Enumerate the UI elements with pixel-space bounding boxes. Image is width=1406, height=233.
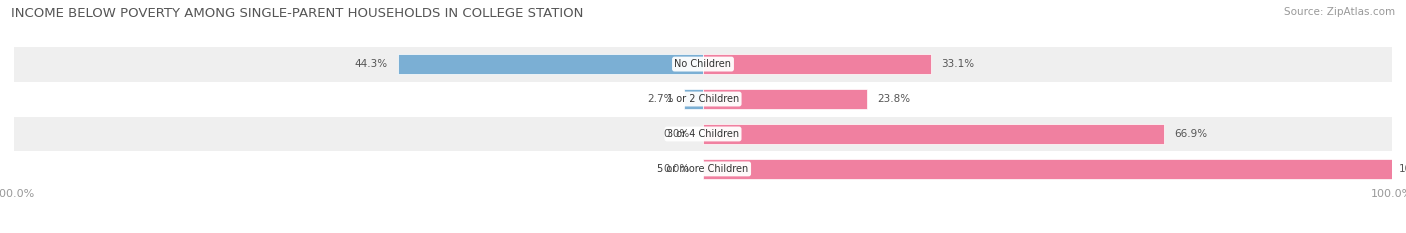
Text: 23.8%: 23.8%	[877, 94, 911, 104]
Bar	[703, 124, 1164, 144]
Bar	[14, 116, 1392, 151]
Text: 66.9%: 66.9%	[1174, 129, 1208, 139]
Text: 5 or more Children: 5 or more Children	[658, 164, 748, 174]
Text: 33.1%: 33.1%	[942, 59, 974, 69]
Text: 1 or 2 Children: 1 or 2 Children	[666, 94, 740, 104]
Bar	[685, 89, 703, 109]
Bar	[14, 47, 1392, 82]
Bar	[703, 159, 1392, 178]
Text: 0.0%: 0.0%	[664, 129, 689, 139]
Text: INCOME BELOW POVERTY AMONG SINGLE-PARENT HOUSEHOLDS IN COLLEGE STATION: INCOME BELOW POVERTY AMONG SINGLE-PARENT…	[11, 7, 583, 20]
Text: 2.7%: 2.7%	[648, 94, 673, 104]
Bar	[703, 55, 931, 74]
Bar	[398, 55, 703, 74]
Text: Source: ZipAtlas.com: Source: ZipAtlas.com	[1284, 7, 1395, 17]
Bar	[14, 82, 1392, 116]
Bar	[14, 151, 1392, 186]
Text: 3 or 4 Children: 3 or 4 Children	[666, 129, 740, 139]
Text: 100.0%: 100.0%	[1399, 164, 1406, 174]
Text: 0.0%: 0.0%	[664, 164, 689, 174]
Text: 44.3%: 44.3%	[354, 59, 388, 69]
Bar	[703, 89, 868, 109]
Text: No Children: No Children	[675, 59, 731, 69]
